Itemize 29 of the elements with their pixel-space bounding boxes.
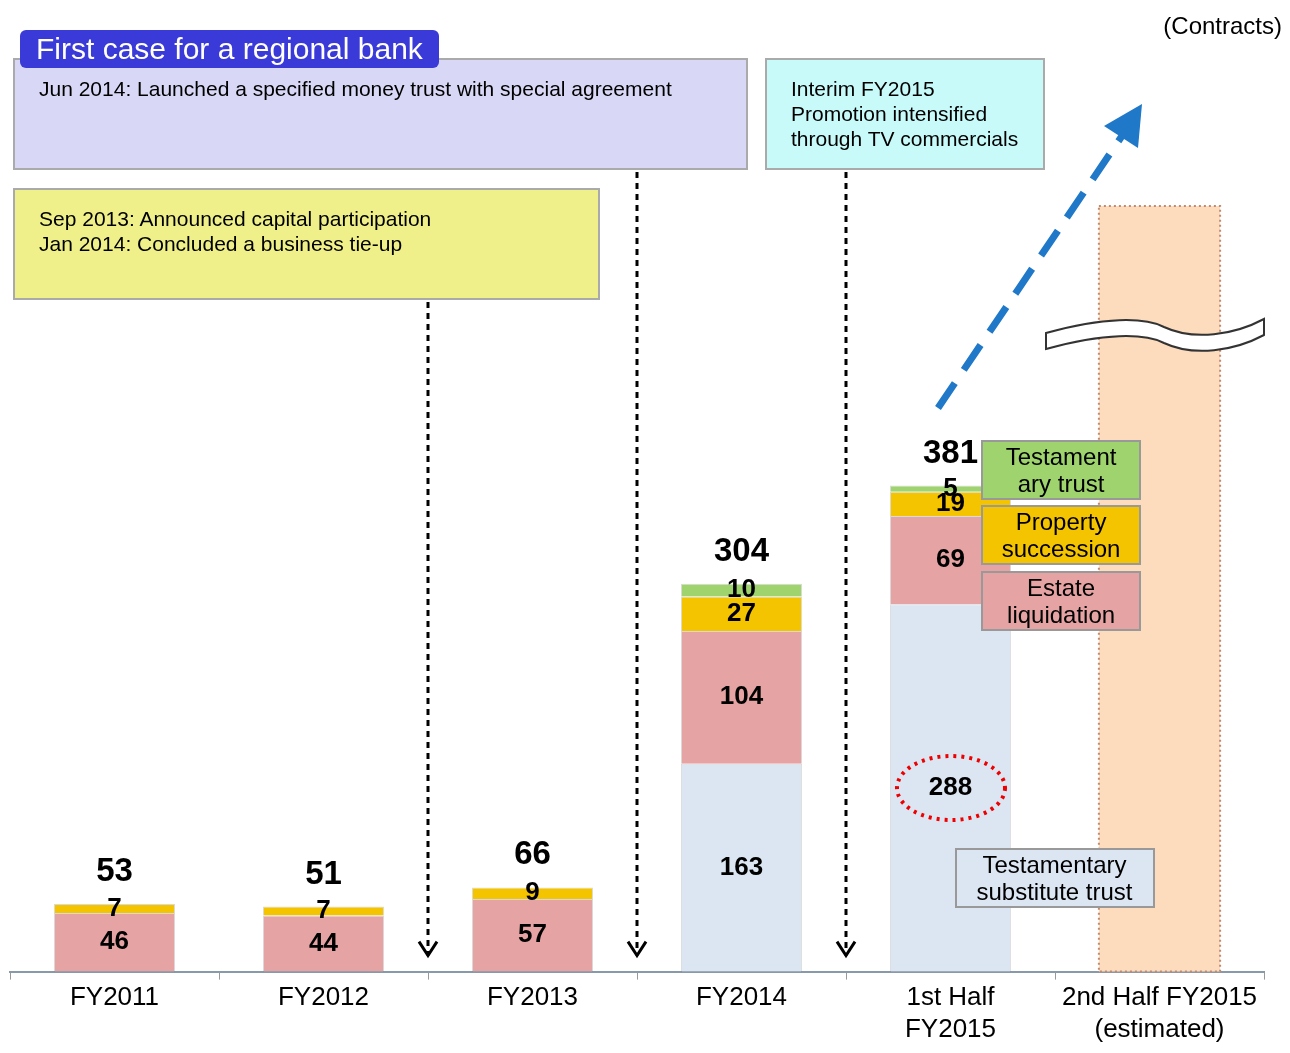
total-label: 66	[514, 834, 551, 872]
x-tick-label: FY2012	[277, 981, 370, 1012]
series-label: Testamentary substitute trust	[954, 848, 1155, 908]
data-label: 288	[928, 771, 973, 802]
data-label: 27	[727, 596, 756, 627]
text: Jan 2014: Concluded a business tie-up	[39, 231, 404, 256]
total-label: 51	[305, 853, 342, 891]
data-label: 44	[309, 926, 339, 957]
x-tick-label: 1st Half FY2015	[904, 981, 997, 1043]
series-label: Estate liquidation	[981, 571, 1142, 631]
text: Jun 2014: Launched a specified money trust with special agreement	[39, 76, 673, 101]
data-label: 163	[719, 850, 764, 881]
x-tick-label: FY2013	[486, 981, 579, 1012]
data-label: 69	[936, 543, 965, 574]
text: Sep 2013: Announced capital participation	[39, 206, 433, 231]
total-label: 381	[922, 432, 979, 470]
x-tick-label: FY2014	[695, 981, 788, 1012]
x-tick-label: 2nd Half FY2015 (estimated)	[1061, 981, 1258, 1043]
x-tick-label: FY2011	[69, 981, 160, 1012]
series-label: Property succession	[981, 505, 1142, 565]
series-label: Testament ary trust	[981, 440, 1142, 500]
chart-title: First case for a regional bank	[20, 30, 439, 68]
text: (Contracts)	[1163, 12, 1282, 40]
data-label: 104	[719, 680, 764, 711]
data-label: 57	[518, 918, 547, 949]
total-label: 53	[96, 851, 133, 889]
data-label: 46	[100, 925, 129, 956]
text: Interim FY2015 Promotion intensified through TV commercials	[791, 76, 1019, 151]
total-label: 304	[713, 530, 770, 568]
